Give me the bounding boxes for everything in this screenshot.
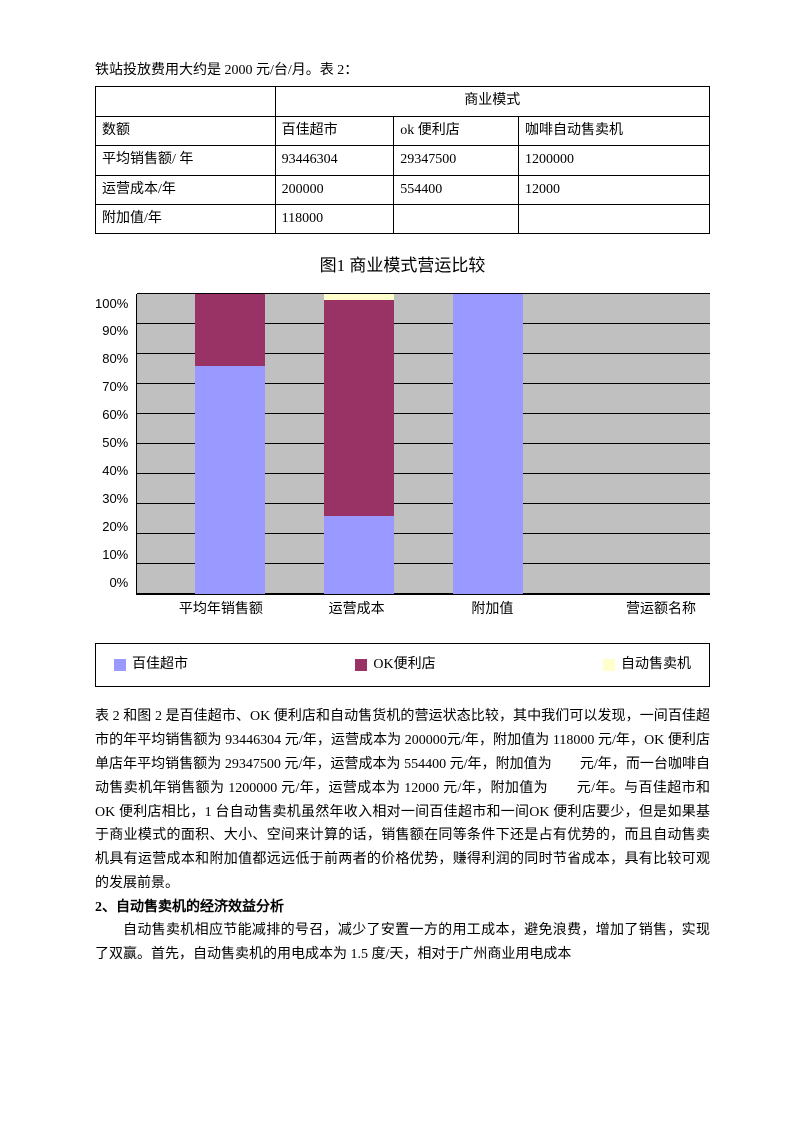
legend-item-baijia: 百佳超市 — [114, 654, 188, 676]
bar-segment — [195, 366, 265, 594]
bar-segment — [324, 516, 394, 594]
section-2-body: 自动售卖机相应节能减排的号召，减少了安置一方的用工成本，避免浪费，增加了销售，实… — [95, 919, 710, 967]
bar — [324, 294, 394, 594]
chart-legend: 百佳超市 OK便利店 自动售卖机 — [95, 643, 710, 687]
bar — [453, 294, 523, 594]
bar — [195, 294, 265, 594]
chart-title: 图1 商业模式营运比较 — [95, 252, 710, 279]
section-2-heading: 2、自动售卖机的经济效益分析 — [95, 896, 710, 920]
bar-segment — [453, 294, 523, 594]
swatch-icon — [603, 659, 615, 671]
legend-item-ok: OK便利店 — [355, 654, 435, 676]
intro-text: 铁站投放费用大约是 2000 元/台/月。表 2： — [95, 60, 710, 82]
table-row: 运营成本/年 200000 554400 12000 — [96, 175, 710, 204]
y-axis: 100% 90% 80% 70% 60% 50% 40% 30% 20% 10%… — [95, 294, 136, 594]
stacked-bar-chart: 100% 90% 80% 70% 60% 50% 40% 30% 20% 10%… — [95, 294, 710, 621]
col-3: 咖啡自动售卖机 — [519, 116, 710, 145]
col-0: 数额 — [96, 116, 276, 145]
table-row: 附加值/年 118000 — [96, 204, 710, 233]
legend-item-auto: 自动售卖机 — [603, 654, 691, 676]
swatch-icon — [355, 659, 367, 671]
col-2: ok 便利店 — [394, 116, 519, 145]
table-corner — [96, 87, 276, 116]
x-axis-labels: 平均年销售额 运营成本 附加值 营运额名称 — [139, 595, 710, 621]
swatch-icon — [114, 659, 126, 671]
table-row: 平均销售额/ 年 93446304 29347500 1200000 — [96, 146, 710, 175]
table-header-row: 数额 百佳超市 ok 便利店 咖啡自动售卖机 — [96, 116, 710, 145]
analysis-paragraph: 表 2 和图 2 是百佳超市、OK 便利店和自动售货机的营运状态比较，其中我们可… — [95, 705, 710, 967]
plot-area — [136, 294, 710, 595]
business-model-table: 商业模式 数额 百佳超市 ok 便利店 咖啡自动售卖机 平均销售额/ 年 934… — [95, 86, 710, 234]
bar-segment — [195, 294, 265, 366]
bar-segment — [324, 300, 394, 516]
table-merged-header: 商业模式 — [275, 87, 709, 116]
col-1: 百佳超市 — [275, 116, 394, 145]
